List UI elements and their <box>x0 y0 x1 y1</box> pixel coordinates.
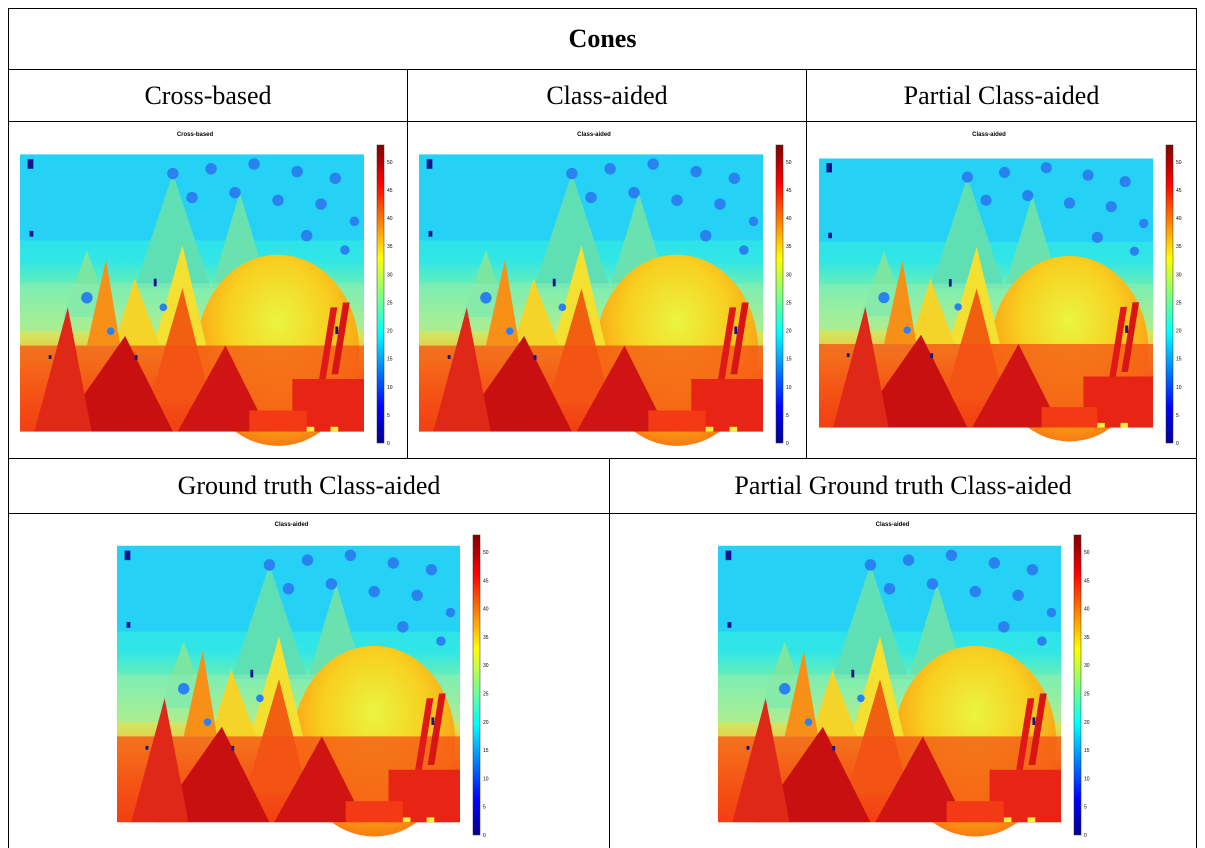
plot-title: Class-aided <box>275 522 309 528</box>
colorbar-tick-label: 0 <box>387 441 390 447</box>
colorbar-tick-label: 10 <box>1176 385 1182 391</box>
colorbar-tick-label: 25 <box>1084 691 1090 697</box>
colorbar-tick-label: 35 <box>387 244 393 250</box>
col-divider-2 <box>806 69 807 458</box>
colorbar-tick-label: 5 <box>1176 413 1179 419</box>
col-divider-1 <box>407 69 408 458</box>
colorbar-tick-label: 30 <box>1084 663 1090 669</box>
disparity-map-ground-truth-class-aided: Class-aided 50 45 40 35 30 25 20 15 10 5 0 <box>115 518 500 840</box>
header-partial-ground-truth-class-aided: Partial Ground truth Class-aided <box>734 471 1072 500</box>
table-border-top <box>8 8 1197 9</box>
colorbar-tick-label: 20 <box>786 329 792 335</box>
colorbar-tick-label: 20 <box>387 329 393 335</box>
colorbar-tick-label: 35 <box>786 244 792 250</box>
row-divider-4 <box>8 513 1197 514</box>
colorbar-tick-label: 45 <box>483 578 489 584</box>
colorbar-tick-label: 5 <box>786 413 789 419</box>
colorbar-tick-label: 0 <box>1176 441 1179 447</box>
row-divider-3 <box>8 458 1197 459</box>
colorbar-tick-label: 25 <box>483 691 489 697</box>
colorbar-tick-label: 5 <box>387 413 390 419</box>
colorbar-tick-label: 0 <box>786 441 789 447</box>
colorbar-tick-label: 0 <box>483 833 486 839</box>
disparity-map-image <box>419 154 763 446</box>
table-border-left <box>8 8 9 848</box>
colorbar-tick-label: 35 <box>1176 244 1182 250</box>
colorbar-tick-label: 15 <box>387 357 393 363</box>
plot-title: Class-aided <box>876 522 910 528</box>
colorbar-tick-label: 45 <box>1084 578 1090 584</box>
colorbar-tick-label: 50 <box>1084 550 1090 556</box>
colorbar-tick-label: 35 <box>483 635 489 641</box>
colorbar-tick-label: 35 <box>1084 635 1090 641</box>
colorbar-tick-label: 10 <box>786 385 792 391</box>
colorbar-tick-label: 30 <box>483 663 489 669</box>
colorbar-tick-label: 15 <box>483 748 489 754</box>
disparity-map-class-aided: Class-aided 50 45 40 35 30 25 20 15 10 5 0 <box>417 128 803 448</box>
colorbar-tick-label: 40 <box>1084 607 1090 613</box>
colorbar-tick-label: 20 <box>1084 720 1090 726</box>
row-divider-1 <box>8 69 1197 70</box>
disparity-map-image <box>819 158 1153 442</box>
colorbar <box>472 534 481 836</box>
colorbar-tick-label: 25 <box>786 300 792 306</box>
colorbar-tick-label: 10 <box>483 776 489 782</box>
disparity-map-image <box>20 154 364 446</box>
colorbar-tick-label: 10 <box>387 385 393 391</box>
colorbar-tick-label: 30 <box>387 272 393 278</box>
colorbar-tick-label: 40 <box>786 216 792 222</box>
disparity-map-image <box>117 545 460 837</box>
plot-title: Class-aided <box>577 132 611 138</box>
colorbar-tick-label: 40 <box>483 607 489 613</box>
colorbar-tick-label: 40 <box>387 216 393 222</box>
header-partial-class-aided: Partial Class-aided <box>903 80 1100 110</box>
colorbar-tick-label: 15 <box>1176 357 1182 363</box>
table-border-right <box>1196 8 1197 848</box>
plot-title: Class-aided <box>972 132 1006 138</box>
colorbar-tick-label: 45 <box>1176 188 1182 194</box>
row-divider-2 <box>8 121 1197 122</box>
header-cross-based: Cross-based <box>144 80 272 110</box>
colorbar-tick-label: 50 <box>786 160 792 166</box>
colorbar-tick-label: 20 <box>1176 329 1182 335</box>
colorbar-tick-label: 25 <box>1176 300 1182 306</box>
colorbar <box>775 144 784 444</box>
colorbar-tick-label: 30 <box>786 272 792 278</box>
colorbar-tick-label: 20 <box>483 720 489 726</box>
colorbar-tick-label: 50 <box>483 550 489 556</box>
colorbar <box>376 144 385 444</box>
colorbar-tick-label: 15 <box>786 357 792 363</box>
header-class-aided: Class-aided <box>546 80 668 110</box>
disparity-map-partial-ground-truth-class-aided: Class-aided 50 45 40 35 30 25 20 15 10 5 0 <box>716 518 1101 840</box>
table-title: Cones <box>568 24 637 53</box>
colorbar-tick-label: 0 <box>1084 833 1087 839</box>
colorbar-tick-label: 50 <box>1176 160 1182 166</box>
colorbar-tick-label: 15 <box>1084 748 1090 754</box>
header-ground-truth-class-aided: Ground truth Class-aided <box>177 471 441 500</box>
colorbar <box>1073 534 1082 836</box>
col-divider-3 <box>609 458 610 848</box>
disparity-map-image <box>718 545 1061 837</box>
colorbar-tick-label: 5 <box>1084 805 1087 811</box>
plot-title: Cross-based <box>177 132 214 138</box>
colorbar-tick-label: 45 <box>786 188 792 194</box>
colorbar-tick-label: 5 <box>483 805 486 811</box>
colorbar-tick-label: 40 <box>1176 216 1182 222</box>
colorbar-tick-label: 30 <box>1176 272 1182 278</box>
colorbar <box>1165 144 1174 444</box>
colorbar-tick-label: 25 <box>387 300 393 306</box>
disparity-map-partial-class-aided: Class-aided 50 45 40 35 30 25 20 15 10 5 0 <box>817 128 1193 448</box>
colorbar-tick-label: 10 <box>1084 776 1090 782</box>
disparity-map-cross-based: Cross-based 50 45 40 35 30 25 20 15 10 5 0 <box>18 128 404 448</box>
colorbar-tick-label: 50 <box>387 160 393 166</box>
colorbar-tick-label: 45 <box>387 188 393 194</box>
